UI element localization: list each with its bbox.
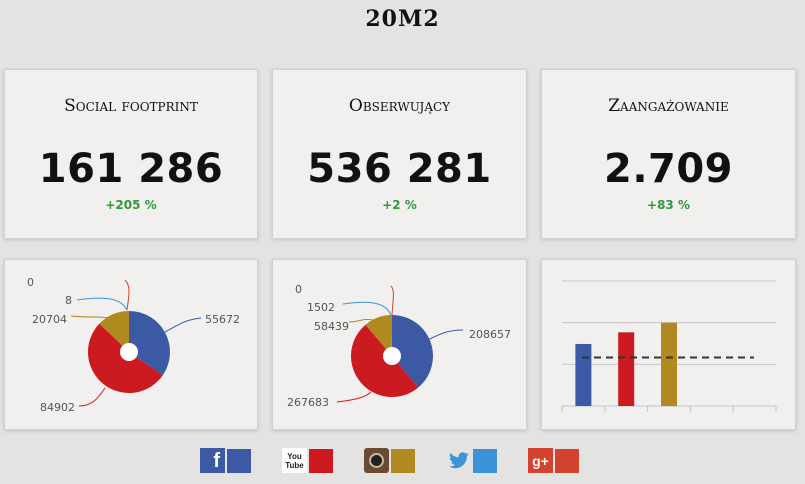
instagram-lens (369, 453, 384, 468)
facebook-icon: f (200, 448, 225, 473)
pie-leader-line-0 (164, 317, 202, 333)
kpi-change: +2 % (382, 198, 417, 212)
pie-leader-line-1 (78, 387, 106, 407)
googleplus-glyph: g+ (532, 452, 549, 469)
instagram-icon (364, 448, 389, 473)
googleplus-swatch (555, 449, 579, 473)
bar-facebook (575, 343, 592, 406)
youtube-icon: You Tube (282, 448, 307, 473)
pie-slice-3 (391, 315, 392, 356)
twitter-icon (446, 448, 471, 473)
kpi-card-engagement: Zaangażowanie 2.709 +83 % (541, 69, 796, 239)
kpi-value: 2.709 (603, 146, 734, 192)
kpi-card-followers: Obserwujący 536 281 +2 % (272, 69, 527, 239)
bar-chart-engagement (561, 280, 777, 412)
bar-youtube (618, 332, 635, 406)
facebook-swatch (227, 449, 251, 473)
pie-data-label-3: 1502 (307, 301, 335, 314)
kpi-change: +83 % (647, 198, 690, 212)
bar-instagram (661, 322, 677, 406)
pie-data-label-1: 84902 (40, 401, 75, 414)
legend-facebook[interactable]: f (200, 448, 251, 473)
kpi-card-social-footprint: Social footprint 161 286 +205 % (4, 69, 258, 239)
pie-leader-line-3 (76, 297, 128, 311)
kpi-value: 161 286 (38, 146, 224, 192)
pie-data-label-2: 20704 (32, 313, 67, 326)
pie-leader-line-3 (342, 301, 392, 317)
kpi-change: +205 % (105, 198, 157, 212)
googleplus-icon: g+ (528, 448, 553, 473)
pie-leader-line-1 (336, 391, 372, 403)
legend-twitter[interactable] (446, 448, 497, 473)
pie-data-label-3: 8 (65, 294, 72, 307)
pie-data-label-0: 208657 (469, 328, 511, 341)
pie-slice-2 (365, 315, 392, 356)
pie-data-label-4: 0 (295, 283, 302, 296)
chart-card-engagement (541, 259, 796, 430)
legend-instagram[interactable] (364, 448, 415, 473)
pie-slice-0 (129, 311, 170, 376)
youtube-swatch (309, 449, 333, 473)
pie-slice-0 (392, 315, 433, 388)
pie-leader-line-4 (390, 285, 394, 316)
kpi-value: 536 281 (307, 146, 492, 192)
legend-youtube[interactable]: You Tube (282, 448, 333, 473)
legend-googleplus[interactable]: g+ (528, 448, 579, 473)
pie-data-label-2: 58439 (314, 320, 349, 333)
page-title: 20M2 (365, 6, 440, 32)
pie-leader-line-0 (427, 329, 464, 341)
chart-card-footprint: 55672 84902 20704 8 0 (4, 259, 258, 430)
facebook-glyph: f (213, 450, 220, 472)
kpi-label: Social footprint (64, 96, 198, 116)
pie-leader-line-4 (124, 279, 130, 311)
pie-hole (120, 343, 138, 361)
pie-chart-followers: 208657 267683 58439 1502 0 (287, 283, 511, 409)
youtube-glyph: You Tube (285, 451, 304, 470)
chart-card-followers: 208657 267683 58439 1502 0 (272, 259, 527, 430)
pie-data-label-0: 55672 (205, 313, 240, 326)
kpi-label: Zaangażowanie (608, 96, 729, 116)
pie-hole (383, 347, 401, 365)
pie-data-label-4: 0 (27, 276, 34, 289)
pie-data-label-1: 267683 (287, 396, 329, 409)
pie-leader-line-2 (348, 318, 374, 323)
twitter-swatch (473, 449, 497, 473)
instagram-swatch (391, 449, 415, 473)
pie-leader-line-2 (70, 315, 110, 319)
pie-slice-2 (99, 311, 129, 352)
pie-chart-footprint: 55672 84902 20704 8 0 (27, 276, 240, 414)
kpi-label: Obserwujący (348, 96, 451, 116)
